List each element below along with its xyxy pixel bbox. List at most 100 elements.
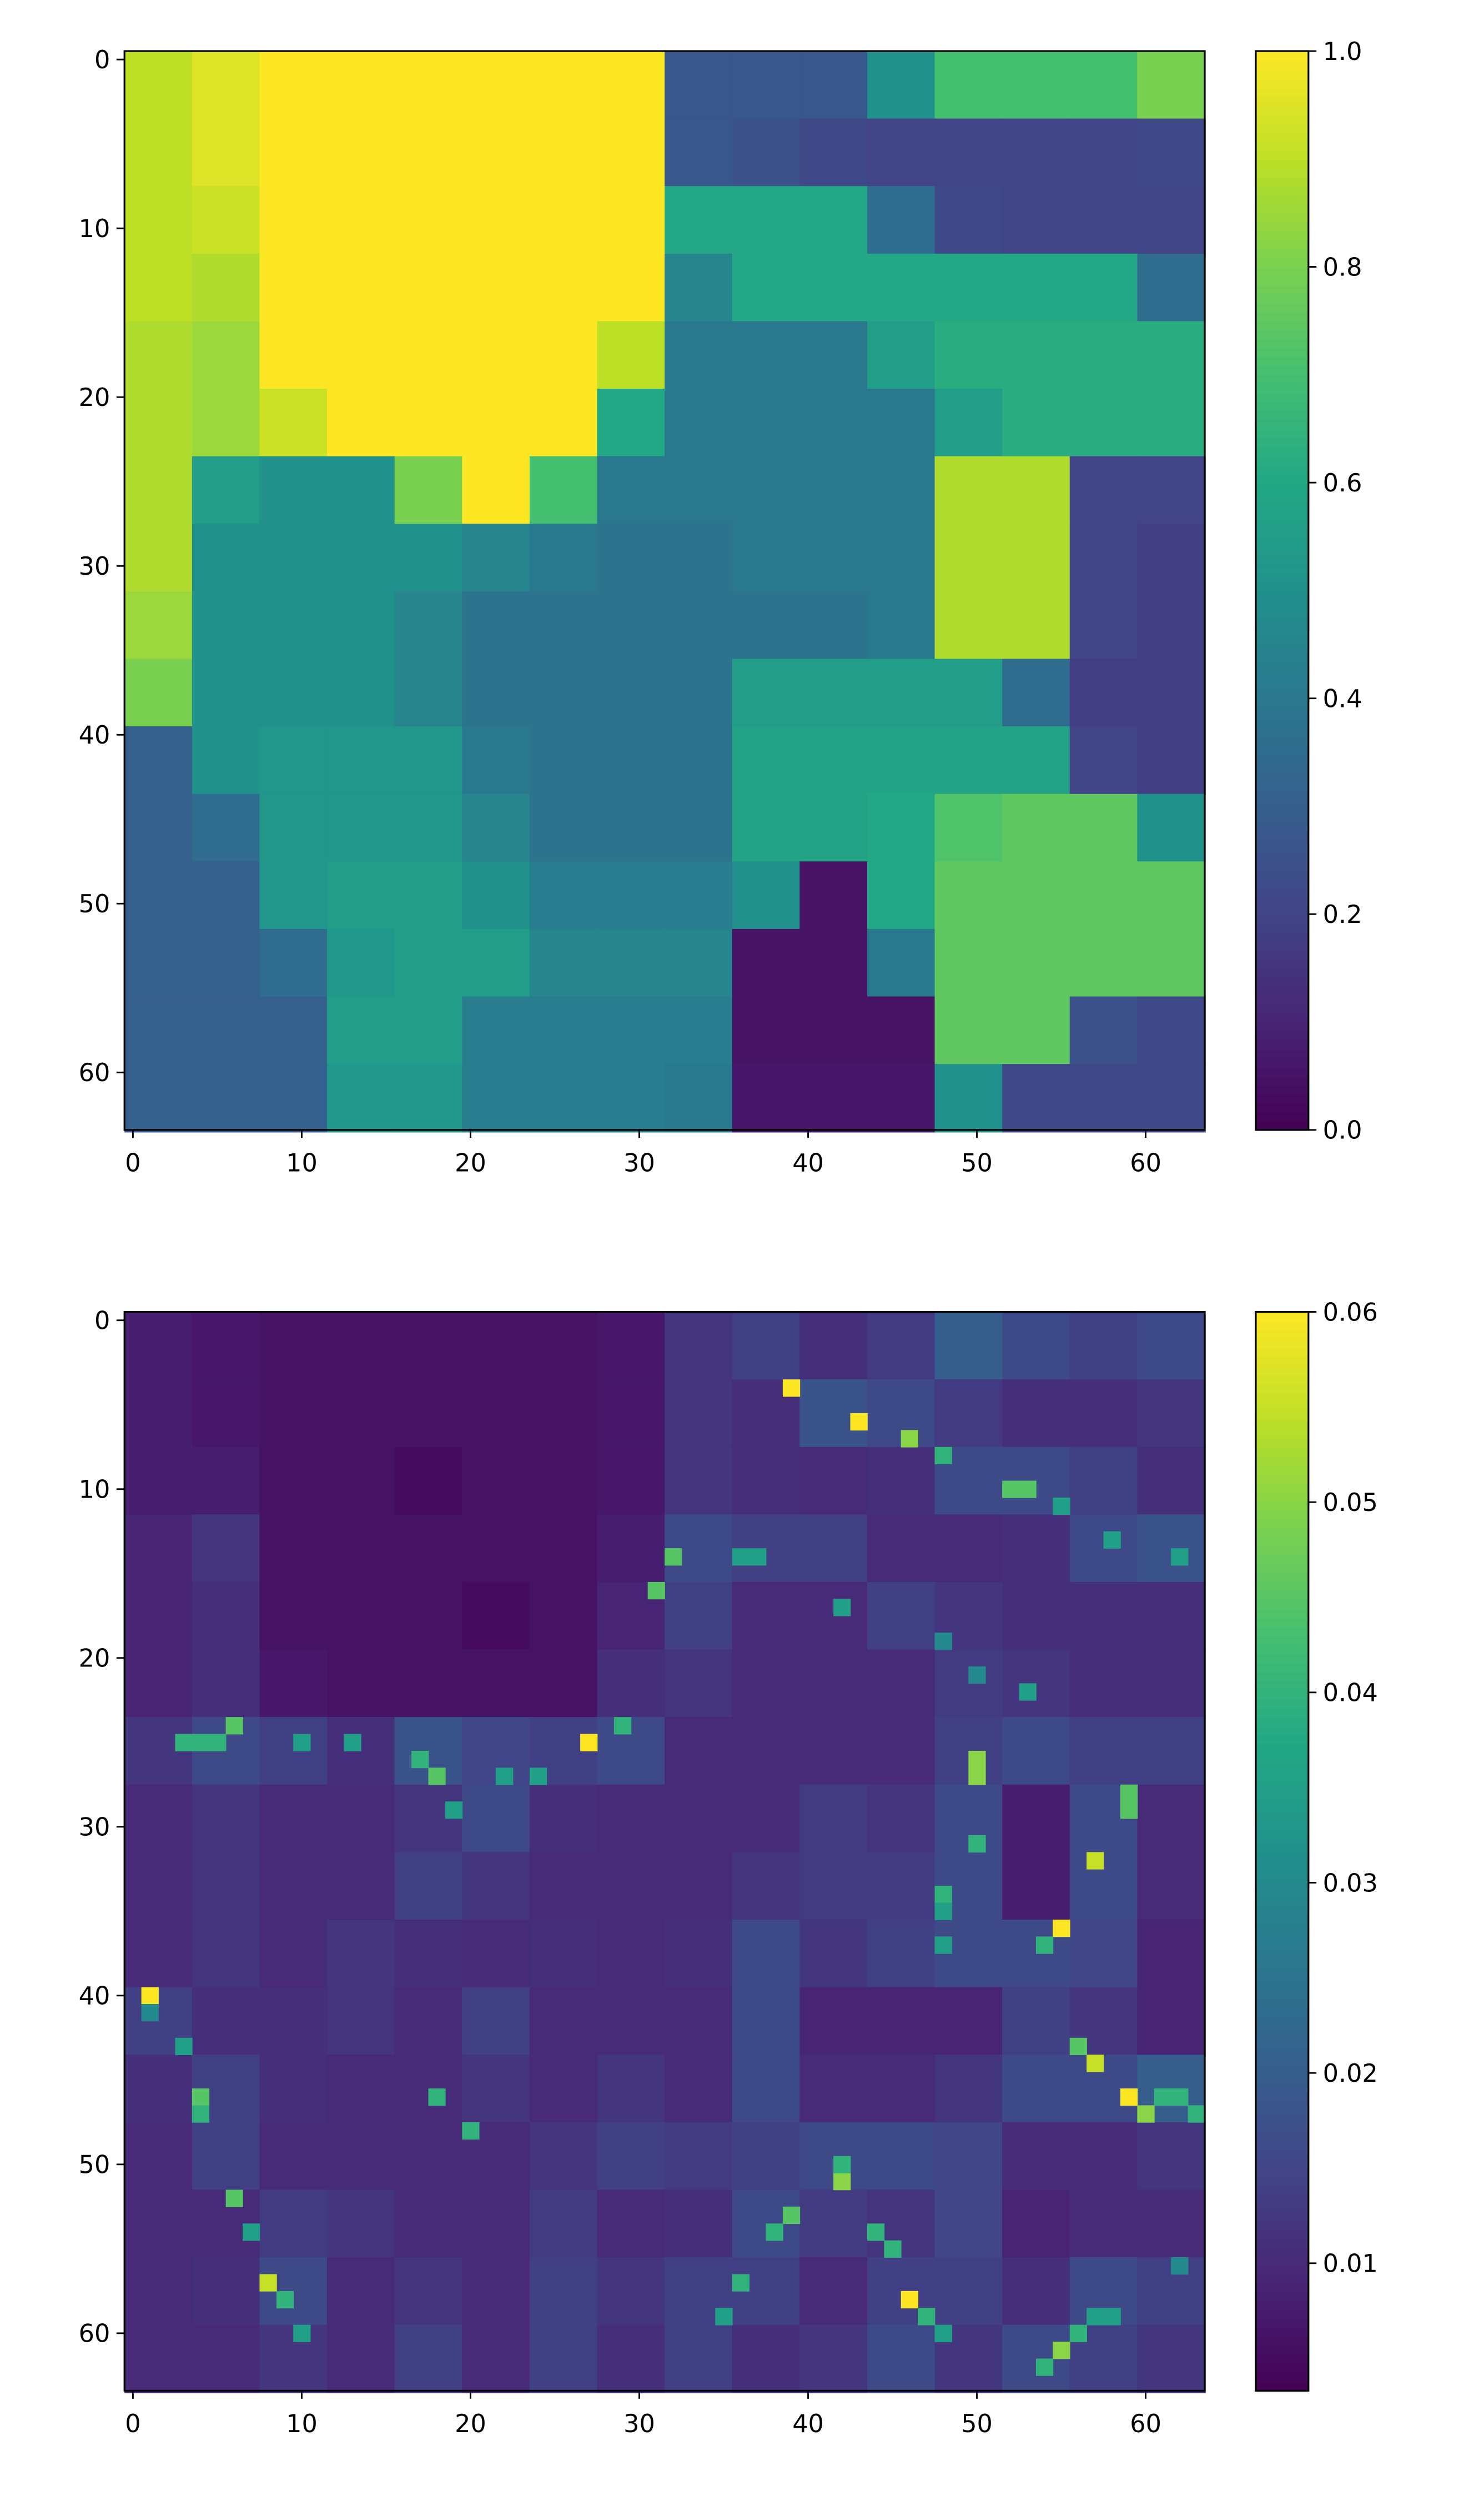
colorbar-segment xyxy=(1255,635,1309,645)
colorbar-segment xyxy=(1255,986,1309,996)
heatmap-pixel xyxy=(1120,1801,1138,1819)
heatmap-pixel xyxy=(968,1835,986,1853)
heatmap-cell xyxy=(665,726,733,795)
heatmap-pixel xyxy=(934,2324,952,2342)
colorbar-segment xyxy=(1255,653,1309,664)
heatmap-cell xyxy=(259,321,328,390)
heatmap-cell xyxy=(934,1987,1003,2056)
colorbar-segment xyxy=(1255,1084,1309,1095)
heatmap-cell xyxy=(327,1064,396,1133)
heatmap-cell xyxy=(1002,726,1071,795)
colorbar-segment xyxy=(1255,419,1309,430)
colorbar-segment xyxy=(1255,267,1309,277)
heatmap-cell xyxy=(529,659,598,727)
heatmap-cell xyxy=(462,186,531,255)
heatmap-cell xyxy=(192,659,261,727)
colorbar-segment xyxy=(1255,680,1309,690)
colorbar-segment xyxy=(1255,1896,1309,1906)
heatmap-cell xyxy=(394,1514,464,1583)
heatmap-cell xyxy=(529,1064,598,1133)
colorbar-segment xyxy=(1255,428,1309,439)
heatmap-cell xyxy=(799,1649,868,1718)
colorbar-segment xyxy=(1255,105,1309,115)
colorbar-tick-label: 0.03 xyxy=(1323,1869,1378,1897)
heatmap-cell xyxy=(259,2055,328,2123)
colorbar-segment xyxy=(1255,2354,1309,2365)
heatmap-cell xyxy=(394,1064,464,1133)
heatmap-cell xyxy=(1137,1379,1206,1448)
heatmap-cell xyxy=(934,2122,1003,2191)
heatmap-cell xyxy=(799,1514,868,1583)
colorbar-segment xyxy=(1255,788,1309,799)
heatmap-pixel xyxy=(1103,1531,1121,1549)
heatmap-cell xyxy=(192,1852,261,1921)
heatmap-pixel xyxy=(850,1413,868,1431)
heatmap-cell xyxy=(124,524,193,592)
colorbar-segment xyxy=(1255,1076,1309,1086)
colorbar-segment xyxy=(1255,249,1309,259)
heatmap-cell xyxy=(1069,456,1139,525)
heatmap-cell xyxy=(799,1852,868,1921)
colorbar-segment xyxy=(1255,1384,1309,1394)
y-tick-label: 0 xyxy=(94,1307,110,1335)
heatmap-cell xyxy=(597,1717,666,1786)
colorbar-segment xyxy=(1255,365,1309,376)
heatmap-cell xyxy=(327,726,396,795)
heatmap-cell xyxy=(124,928,193,998)
heatmap-cell xyxy=(732,389,801,458)
heatmap-cell xyxy=(1002,2122,1071,2191)
heatmap-cell xyxy=(124,996,193,1065)
heatmap-cell xyxy=(462,659,531,727)
heatmap-cell xyxy=(259,1919,328,1988)
heatmap-cell xyxy=(1069,2189,1139,2258)
heatmap-cell xyxy=(1137,51,1206,120)
heatmap-cell xyxy=(192,1919,261,1988)
heatmap-cell xyxy=(597,2055,666,2123)
heatmap-pixel xyxy=(344,1734,361,1751)
colorbar-frame xyxy=(1255,1310,1310,2392)
colorbar-segment xyxy=(1255,2103,1309,2113)
heatmap-cell xyxy=(192,928,261,998)
heatmap-cell xyxy=(1002,389,1071,458)
heatmap-cell xyxy=(732,659,801,727)
heatmap-cell xyxy=(1137,726,1206,795)
colorbar-segment xyxy=(1255,554,1309,565)
colorbar-tick-label: 0.06 xyxy=(1323,1298,1378,1327)
colorbar-tick-label: 0.0 xyxy=(1323,1116,1362,1145)
colorbar-segment xyxy=(1255,1914,1309,1924)
colorbar-segment xyxy=(1255,1770,1309,1780)
heatmap-cell xyxy=(529,51,598,120)
heatmap-cell xyxy=(259,51,328,120)
colorbar-segment xyxy=(1255,1528,1309,1538)
heatmap-cell xyxy=(665,659,733,727)
heatmap-pixel xyxy=(175,1734,193,1751)
heatmap-cell xyxy=(799,2324,868,2393)
colorbar-segment xyxy=(1255,1536,1309,1546)
heatmap-cell xyxy=(124,1581,193,1651)
heatmap-cell xyxy=(597,1919,666,1988)
x-tick-label: 30 xyxy=(623,1149,655,1178)
colorbar-segment xyxy=(1255,617,1309,627)
heatmap-cell xyxy=(462,1919,531,1988)
heatmap-cell xyxy=(462,1987,531,2056)
heatmap-cell xyxy=(1137,456,1206,525)
heatmap-pixel xyxy=(1069,2324,1088,2342)
heatmap-cell xyxy=(124,253,193,323)
heatmap-cell xyxy=(1002,51,1071,120)
heatmap-cell xyxy=(192,1312,261,1380)
heatmap-pixel xyxy=(867,2223,885,2241)
heatmap-cell xyxy=(1069,591,1139,660)
heatmap-cell xyxy=(124,321,193,390)
colorbar-segment xyxy=(1255,1626,1309,1636)
colorbar-segment xyxy=(1255,851,1309,861)
heatmap-pixel xyxy=(225,2189,243,2207)
heatmap-cell xyxy=(1137,2189,1206,2258)
colorbar-segment xyxy=(1255,770,1309,780)
heatmap-cell xyxy=(192,186,261,255)
colorbar-segment xyxy=(1255,2085,1309,2095)
heatmap-cell xyxy=(1137,1919,1206,1988)
heatmap-cell xyxy=(934,996,1003,1065)
colorbar-segment xyxy=(1255,995,1309,1005)
colorbar-segment xyxy=(1255,1833,1309,1844)
heatmap-cell xyxy=(934,659,1003,727)
